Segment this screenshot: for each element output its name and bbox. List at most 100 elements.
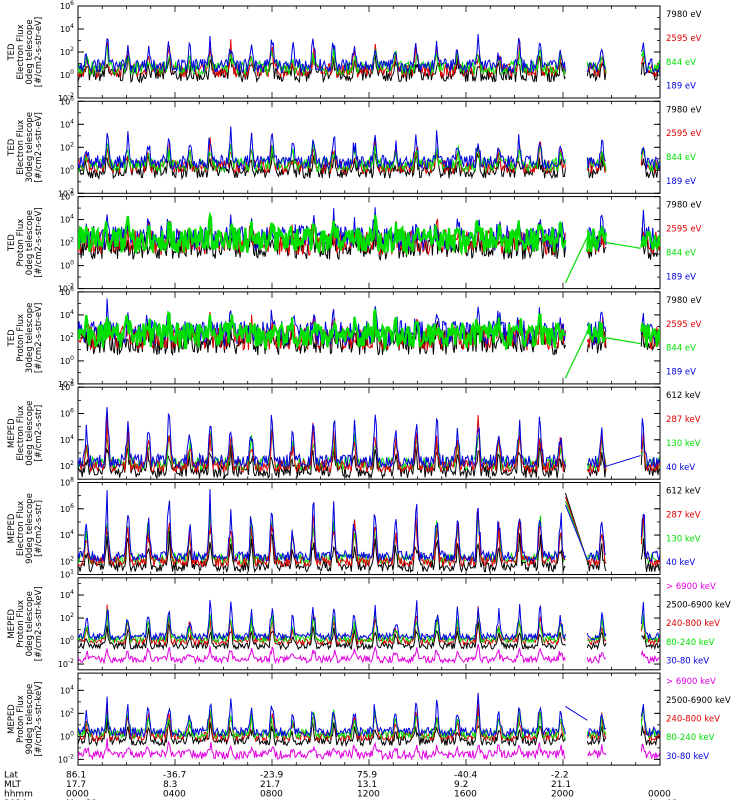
y-tick-label: 101 [60,569,74,580]
legend-entry: 2595 eV [666,34,702,44]
series-green [78,308,660,352]
legend-entry: 80-240 keV [666,638,715,648]
y-tick-label: 102 [60,612,74,623]
legend-entry: 189 eV [666,368,696,378]
panel-data [78,298,660,379]
legend-entry: > 6900 keV [666,677,716,687]
legend-entry: 287 keV [666,510,701,520]
y-tick-label: 104 [60,529,74,540]
legend-entry: 2595 eV [666,224,702,234]
x-tick-value: 21.1 [551,780,571,790]
y-tick-label: 10-2 [58,753,74,764]
y-axis-label: TEDProton Flux30deg telescope[#/cm2-s-st… [7,303,44,374]
legend-entry: 189 eV [666,272,696,282]
series-blue [78,406,660,470]
y-tick-label: 102 [60,555,74,566]
panel-data [78,489,660,574]
panel-2: 10-2 100 102 104 106 TEDElectron Flux30deg te… [7,95,702,198]
x-tick-value: -40.4 [454,770,478,780]
legend-entry: 30-80 keV [666,752,709,762]
y-tick-label: 100 [60,635,74,646]
series-blue [78,489,660,563]
series-blue [78,599,660,642]
legend-entry: 844 eV [666,344,696,354]
series-blue [78,33,660,75]
y-tick-label: 100 [60,355,74,366]
panel-frame [77,5,661,99]
panel-7: 10-2 100 102 104 MEPEDProton Flux0deg telesc… [7,577,731,671]
series-blue [78,126,660,171]
series-black [78,531,660,574]
panel-4: 10-2 100 102 104 106 TEDProton Flux30deg tele… [7,286,702,389]
y-tick-label: 104 [60,23,74,34]
y-axis-label: TEDElectron Flux0deg telescope[#/cm2-s-s… [7,17,44,87]
x-tick-value: 8.3 [163,780,177,790]
legend-entry: 30-80 keV [666,657,709,667]
legend-entry: 287 keV [666,415,701,425]
x-tick-value: -2.2 [551,770,569,780]
y-tick-label: 100 [60,730,74,741]
gap-interp-line [564,236,641,284]
y-tick-label: 106 [60,286,74,297]
y-tick-label: 102 [60,707,74,718]
legend-entry: 844 eV [666,153,696,163]
x-tick-value: -36.7 [163,770,186,780]
series-blue [78,298,660,348]
y-tick-label: 104 [60,118,74,129]
x-row-label: hhmm [4,789,33,799]
panel-data [78,692,660,761]
y-tick-label: 104 [60,309,74,320]
y-tick-label: 106 [60,503,74,514]
y-tick-label: 10-2 [58,378,74,389]
y-tick-label: 10-2 [58,658,74,669]
x-tick-value: 9.2 [454,780,468,790]
panel-data [78,126,660,181]
x-tick-value: 21.7 [260,780,280,790]
x-tick-value: 17.7 [66,780,86,790]
panel-8: 10-2 100 102 104 MEPEDProton Flux90deg teles… [7,672,731,766]
legend-entry: 189 eV [666,177,696,187]
legend-entry: 7980 eV [666,201,702,211]
x-tick-value: 1200 [357,789,380,799]
legend-entry: 7980 eV [666,105,702,115]
y-tick-label: 108 [60,381,74,392]
series-magenta [78,738,660,761]
panel-data [78,599,660,665]
y-axis-label: TEDProton Flux0deg telescope[#/cm2-s-str… [7,207,44,277]
y-axis-label: MEPEDElectron Flux0deg telescope[#/cm2-s… [7,401,44,466]
gap-interp-line [564,504,588,560]
x-tick-value: 0000 [648,789,671,799]
y-tick-label: 102 [60,460,74,471]
legend-entry: 2595 eV [666,129,702,139]
gap-interp-line [564,331,641,379]
y-tick-label: 106 [60,95,74,106]
y-tick-label: 106 [60,407,74,418]
x-tick-value: 0800 [260,789,283,799]
x-tick-value: 0400 [163,789,186,799]
panel-1: 10-2 100 102 104 106 TEDElectron Flux0deg tel… [7,0,702,103]
panel-data [78,207,660,284]
legend-entry: 612 keV [666,487,701,497]
panel-data [78,406,660,480]
legend-entry: 844 eV [666,58,696,68]
y-tick-label: 102 [60,141,74,152]
y-tick-label: 102 [60,237,74,248]
x-row-label: MLT [4,780,22,790]
panel-frame [77,100,661,194]
y-tick-label: 106 [60,0,74,11]
series-magenta [78,643,660,665]
x-axis-annotation: LatMLThhmm202486.117.70000Mar 31-36.78.3… [4,770,678,804]
legend-entry: 7980 eV [666,296,702,306]
panel-5: 102 104 106 108 MEPEDElectron Flux0deg teles… [7,381,701,480]
x-tick-value: 13.1 [357,780,377,790]
y-axis-label: MEPEDElectron Flux90deg telescope[#/cm2-… [7,493,44,564]
gap-interp-line [606,455,641,467]
y-axis-label: MEPEDProton Flux90deg telescope[#/cm2-s-… [7,682,44,757]
y-tick-label: 104 [60,434,74,445]
legend-entry: 2595 eV [666,320,702,330]
series-green [78,609,660,644]
legend-entry: > 6900 keV [666,582,716,592]
x-row-label: Lat [4,770,19,780]
y-tick-label: 102 [60,332,74,343]
